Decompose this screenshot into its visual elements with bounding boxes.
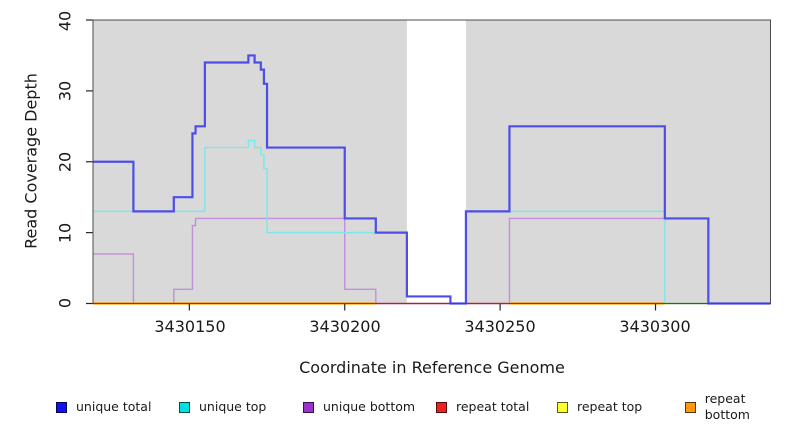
- repeat-total-swatch-icon: [436, 401, 447, 413]
- y-axis-title: Read Coverage Depth: [21, 73, 41, 249]
- legend-item-unique-total: unique total: [56, 399, 151, 415]
- x-tick-3430200: 3430200: [309, 317, 381, 336]
- x-axis-title: Coordinate in Reference Genome: [299, 358, 565, 377]
- x-tick-3430150: 3430150: [154, 317, 226, 336]
- unique-total-swatch-icon: [56, 401, 67, 413]
- y-tick-20: 20: [55, 151, 75, 173]
- y-tick-0: 0: [55, 297, 75, 309]
- y-tick-30: 30: [55, 80, 75, 102]
- legend-label: unique bottom: [323, 399, 416, 414]
- repeat-top-swatch-icon: [557, 401, 568, 413]
- shaded-region: [93, 20, 407, 304]
- legend-label: unique top: [199, 399, 267, 414]
- x-tick-3430250: 3430250: [464, 317, 536, 336]
- legend-label: repeat total: [456, 399, 530, 414]
- repeat-bottom-swatch-icon: [685, 401, 696, 413]
- legend-item-unique-top: unique top: [179, 399, 266, 415]
- plot-box: [92, 19, 771, 304]
- legend-label: repeat top: [577, 399, 643, 414]
- unique-top-swatch-icon: [179, 401, 190, 413]
- shaded-region: [465, 20, 771, 304]
- x-tick-3430300: 3430300: [619, 317, 691, 336]
- legend-label: repeat bottom: [704, 391, 750, 422]
- unique-bottom-swatch-icon: [303, 401, 314, 413]
- y-tick-40: 40: [55, 10, 75, 32]
- legend-label: unique total: [76, 399, 152, 414]
- legend-item-repeat-total: repeat total: [436, 399, 529, 415]
- y-tick-10: 10: [55, 222, 75, 244]
- legend-item-repeat-top: repeat top: [557, 399, 642, 415]
- series-unique-total: [93, 54, 771, 305]
- legend-item-unique-bottom: unique bottom: [303, 399, 415, 415]
- legend-item-repeat-bottom: repeat bottom: [685, 391, 792, 422]
